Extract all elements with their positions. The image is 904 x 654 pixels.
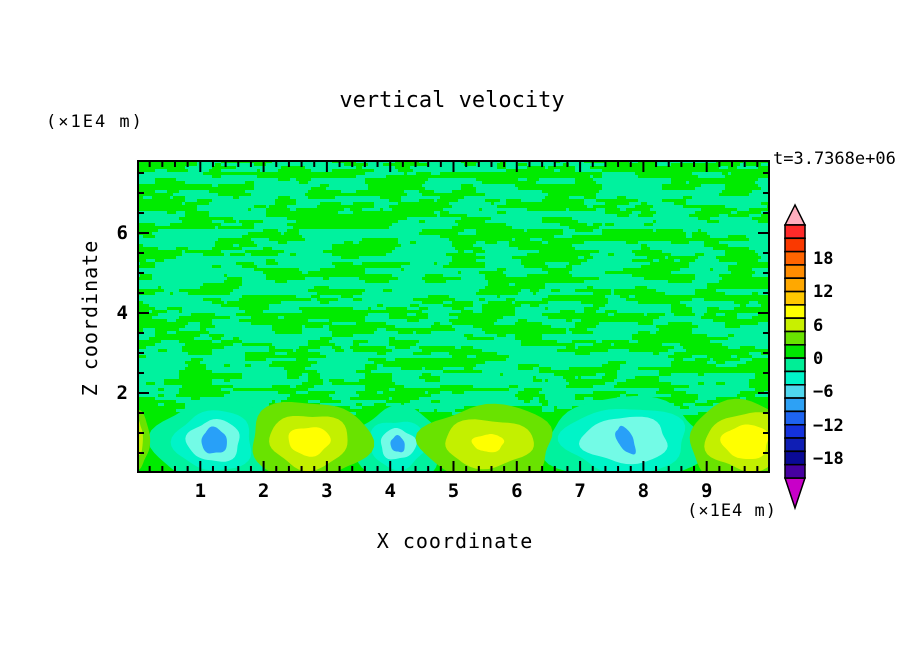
z-tick-label: 2 <box>116 382 128 404</box>
colorbar-tick-label: 18 <box>813 248 834 269</box>
x-tick-label: 1 <box>194 480 207 502</box>
z-tick-label: 6 <box>116 222 128 244</box>
x-tick-label: 6 <box>511 480 523 502</box>
x-tick-label: 3 <box>321 480 333 502</box>
x-tick-label: 4 <box>384 480 396 502</box>
colorbar-tick-label: −18 <box>813 449 844 470</box>
colorbar <box>783 203 809 513</box>
z-tick-label: 4 <box>116 302 128 324</box>
plot-title: vertical velocity <box>339 88 565 113</box>
colorbar-tick-label: 6 <box>813 315 824 336</box>
colorbar-tick-label: −6 <box>813 382 834 403</box>
colorbar-tick-label: −12 <box>813 415 844 436</box>
x-tick-label: 7 <box>574 480 586 502</box>
x-axis-unit-label: (×1E4 m) <box>687 501 777 521</box>
x-tick-label: 8 <box>637 480 650 502</box>
colorbar-tick-label: 12 <box>813 282 834 303</box>
x-tick-label: 2 <box>257 480 270 502</box>
time-annotation: t=3.7368e+06 <box>773 149 896 169</box>
z-axis-unit-label: (×1E4 m) <box>46 112 144 132</box>
x-axis-title: X coordinate <box>376 529 534 553</box>
z-axis-title: Z coordinate <box>78 239 102 397</box>
x-tick-label: 5 <box>447 480 460 502</box>
x-tick-label: 9 <box>700 480 713 502</box>
colorbar-tick-label: 0 <box>813 349 824 369</box>
contour-plot-canvas <box>137 160 770 473</box>
